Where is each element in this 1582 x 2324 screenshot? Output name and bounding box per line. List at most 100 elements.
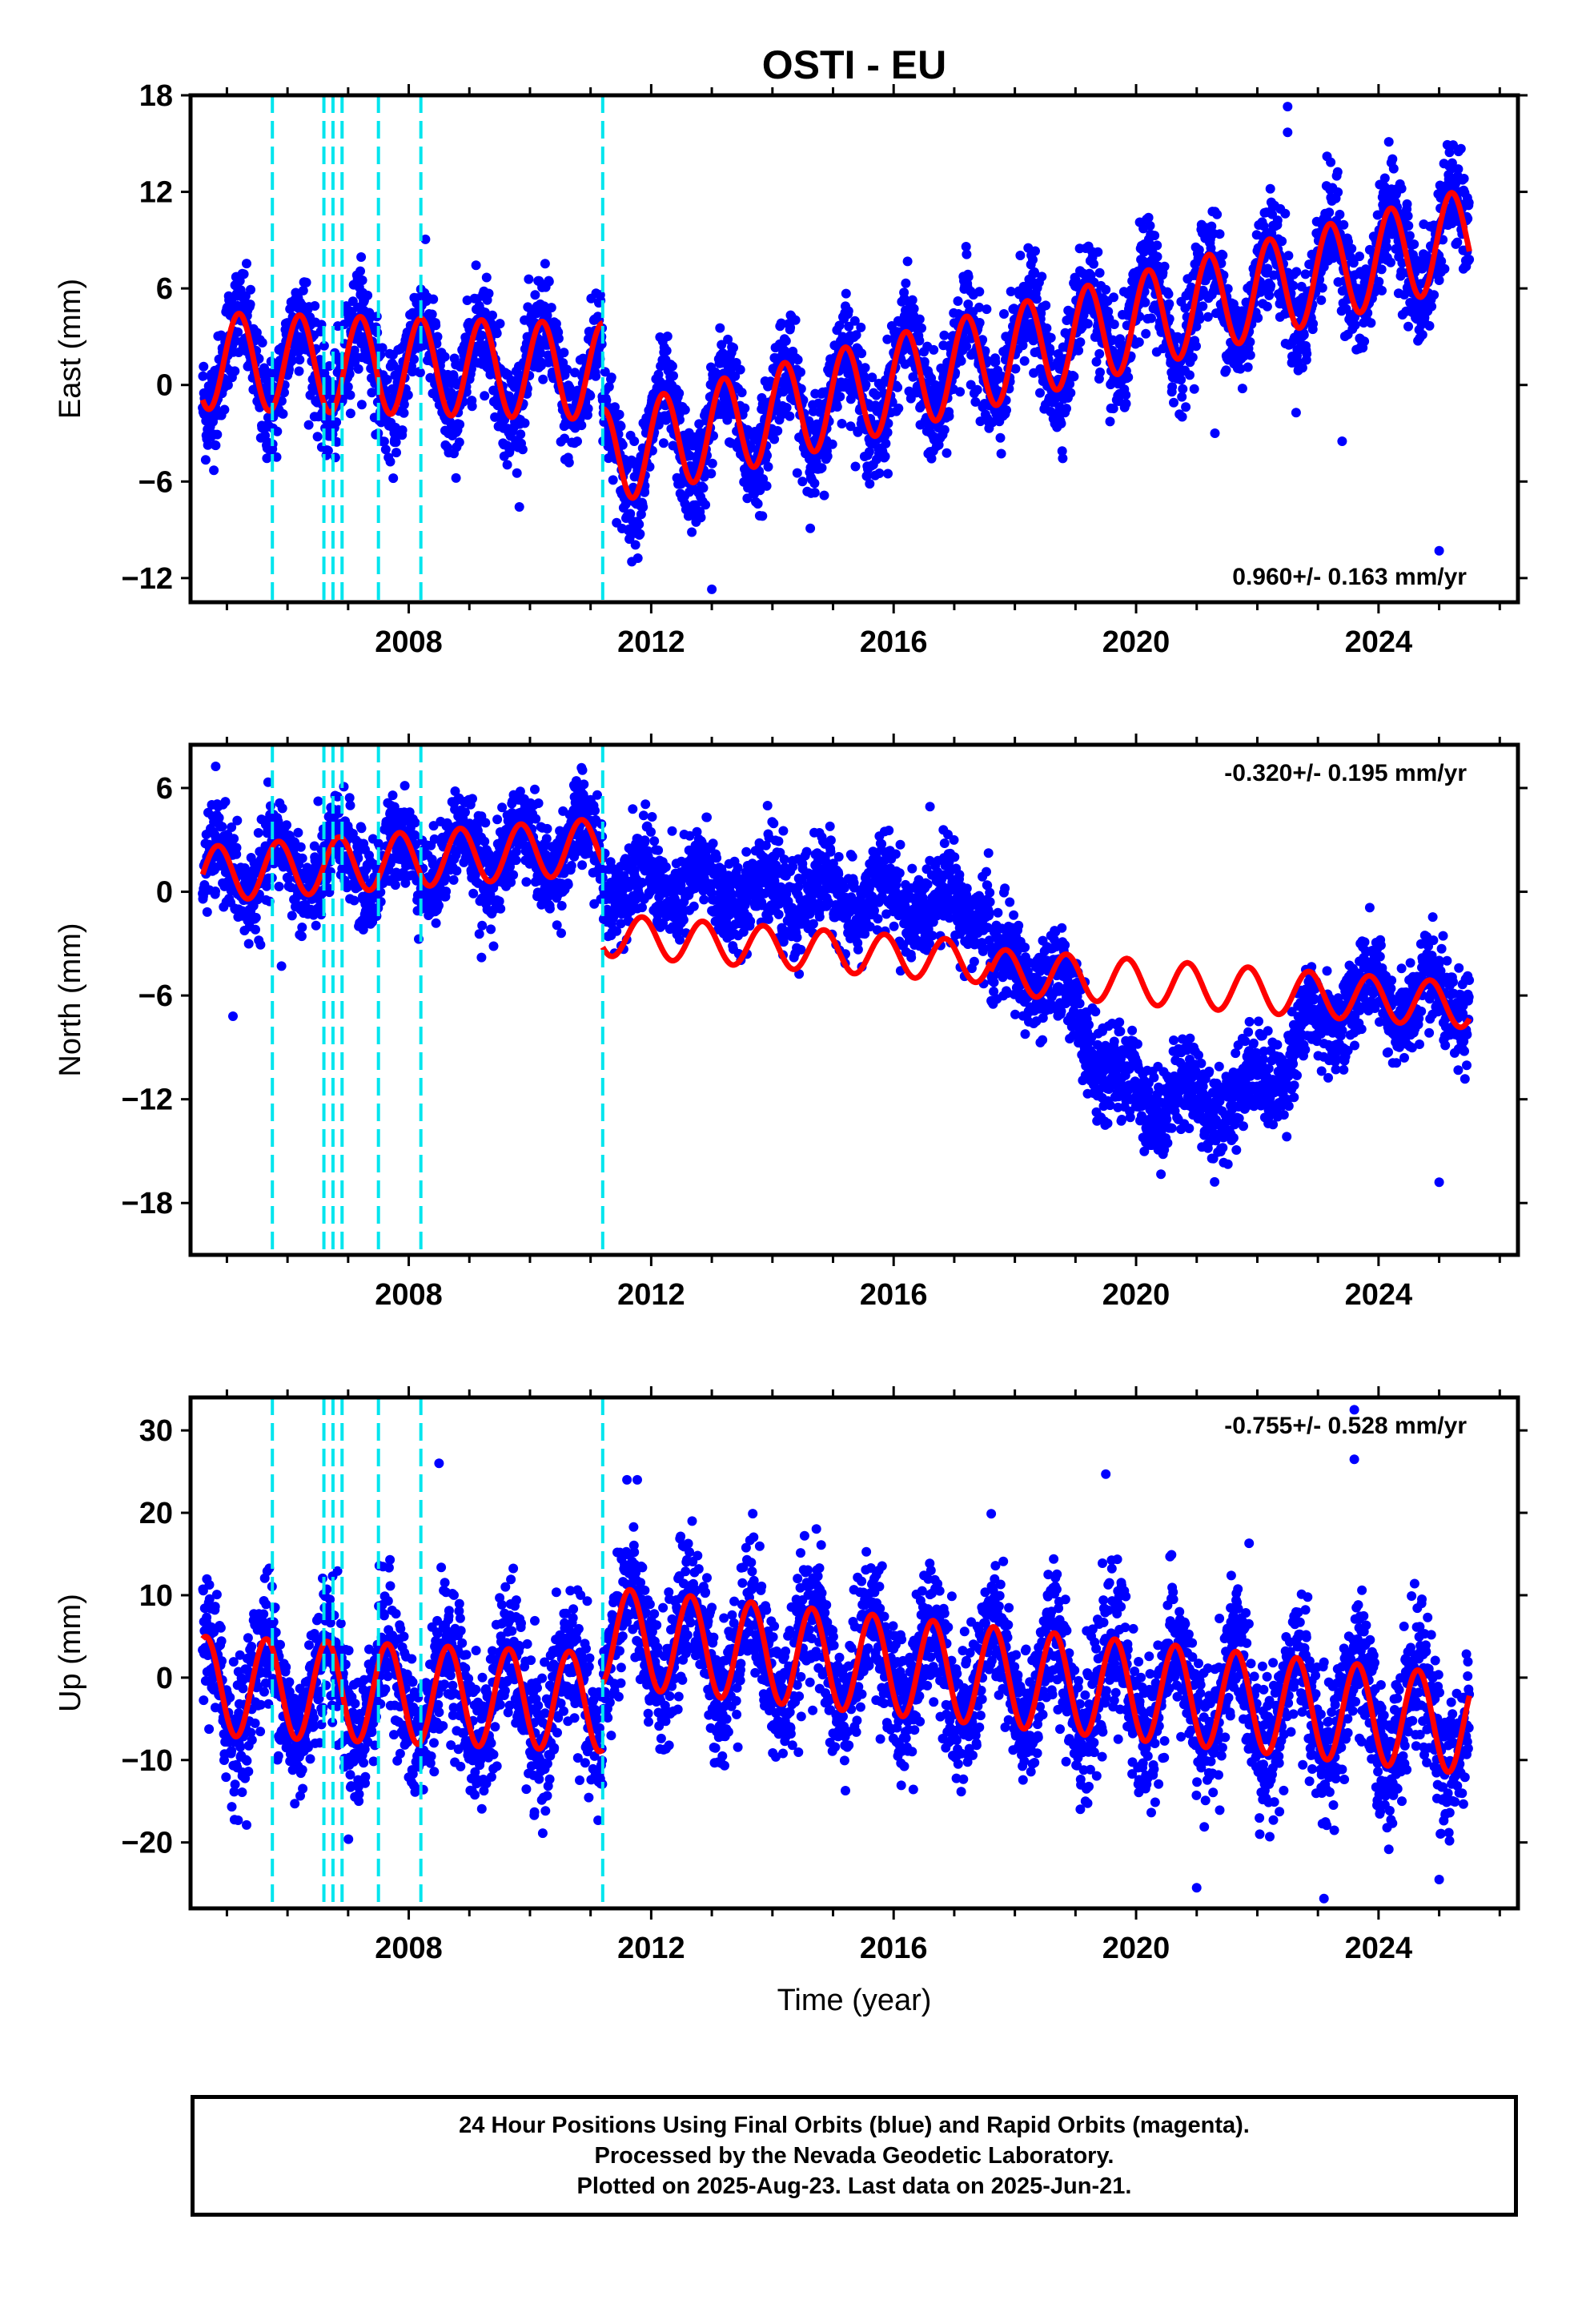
data-point [451, 472, 461, 483]
data-point [1316, 295, 1327, 305]
data-point [211, 887, 220, 896]
data-point [355, 266, 365, 276]
data-point [1189, 384, 1199, 394]
data-point [253, 828, 263, 838]
data-point [1374, 276, 1384, 287]
data-point [781, 403, 792, 412]
data-point [310, 301, 320, 311]
data-point [476, 330, 487, 340]
data-point [996, 448, 1006, 459]
data-point [1123, 372, 1134, 383]
data-point [1145, 220, 1155, 231]
data-point [1143, 212, 1154, 223]
data-point [282, 820, 291, 830]
data-point [387, 790, 398, 801]
data-point [880, 452, 890, 461]
data-point [1409, 239, 1419, 249]
data-point [837, 419, 847, 428]
data-point [1262, 301, 1272, 312]
data-point [625, 509, 636, 519]
data-point [1324, 207, 1335, 218]
data-point [1424, 320, 1435, 331]
data-point [262, 453, 272, 464]
data-point [1434, 275, 1444, 285]
data-point [1094, 348, 1105, 359]
data-point [260, 430, 271, 440]
data-point [999, 309, 1009, 319]
y-tick-label: 6 [156, 272, 173, 306]
data-point [271, 452, 282, 462]
data-point [1403, 321, 1413, 332]
data-point [536, 348, 546, 358]
data-point [995, 432, 1006, 443]
data-point [914, 314, 925, 324]
data-point [1028, 255, 1038, 265]
data-point [785, 411, 795, 421]
data-point [1041, 300, 1051, 311]
data-point [1163, 289, 1174, 300]
data-point [1046, 332, 1056, 343]
data-point [516, 429, 526, 440]
data-point [410, 818, 420, 828]
data-point [1383, 137, 1394, 147]
data-point [717, 340, 727, 350]
data-point [737, 388, 747, 398]
data-point [1266, 280, 1276, 291]
data-point [874, 468, 885, 478]
data-point [1105, 416, 1115, 427]
data-point [1245, 350, 1255, 360]
data-point [382, 375, 392, 384]
data-point [1245, 337, 1255, 347]
outlier-point [1210, 428, 1220, 438]
data-point [524, 274, 534, 284]
data-point [562, 364, 572, 375]
data-point [790, 315, 801, 325]
y-tick-label: −6 [139, 465, 173, 499]
data-point [303, 420, 314, 430]
data-point [583, 404, 593, 414]
data-point [502, 460, 512, 470]
data-point [367, 388, 377, 398]
data-point [616, 421, 626, 432]
data-point [353, 364, 363, 374]
data-point [514, 502, 524, 512]
data-point [323, 445, 333, 456]
data-point [572, 436, 582, 447]
data-point [1382, 242, 1392, 252]
data-point [1376, 264, 1387, 275]
data-point [1243, 362, 1253, 372]
data-point [1095, 367, 1105, 377]
data-point [1109, 292, 1118, 303]
data-point [209, 465, 219, 476]
data-point [1388, 163, 1399, 174]
data-point [272, 426, 283, 436]
data-point [257, 337, 267, 348]
plot-area [198, 95, 1475, 602]
data-point [600, 367, 610, 377]
data-point [1366, 318, 1376, 328]
data-point [243, 939, 254, 949]
data-point [293, 827, 303, 838]
y-tick-label: −12 [122, 562, 173, 596]
data-point [1215, 229, 1225, 239]
data-point [1280, 208, 1291, 219]
data-point [1379, 173, 1390, 183]
data-point [723, 334, 733, 344]
data-point [431, 320, 441, 331]
y-tick-label: 18 [139, 79, 173, 113]
data-point [1335, 209, 1345, 219]
data-point [1075, 337, 1086, 348]
data-point [1093, 247, 1103, 257]
data-point [585, 391, 596, 401]
data-point [357, 275, 367, 285]
data-point [680, 404, 690, 415]
data-point [1056, 418, 1066, 428]
data-point [857, 348, 867, 359]
data-point [990, 357, 1001, 367]
data-point [1140, 297, 1150, 308]
data-point [287, 911, 297, 921]
data-point [1152, 240, 1162, 251]
data-point [1109, 320, 1119, 329]
data-point [397, 425, 408, 436]
data-point [345, 390, 355, 400]
